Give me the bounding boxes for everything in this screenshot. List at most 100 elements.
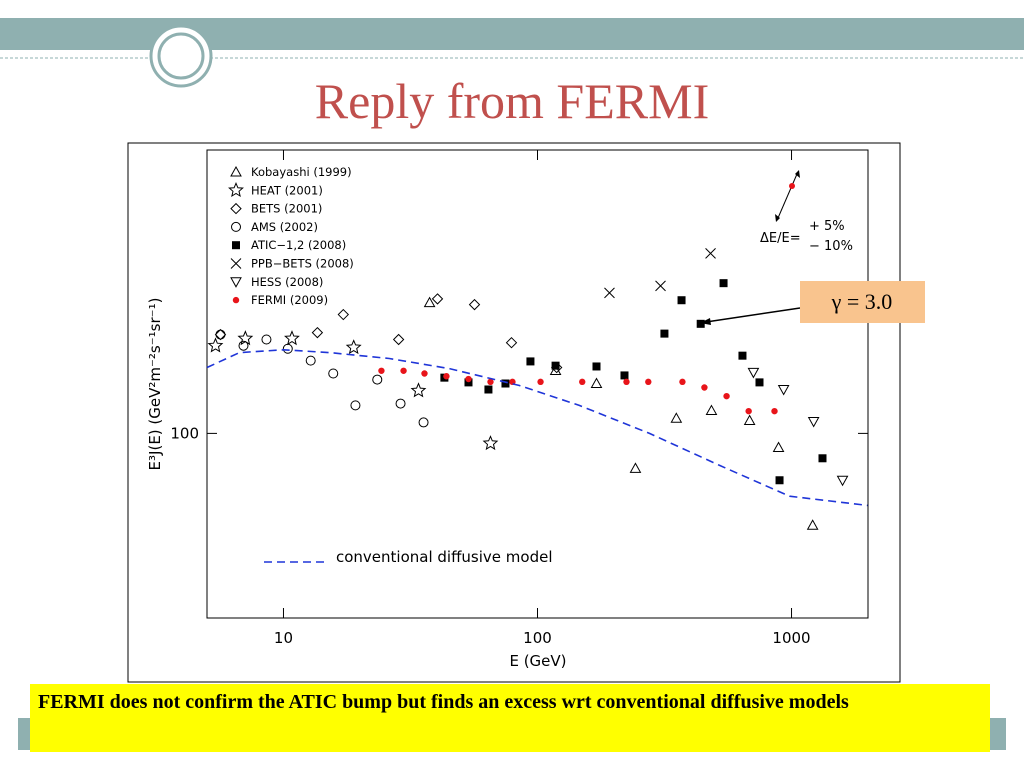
square-marker: [232, 241, 240, 250]
diamond-marker: [311, 326, 324, 339]
diamond-marker: [337, 308, 350, 321]
triangle-marker: [806, 519, 819, 530]
square-marker: [818, 454, 827, 463]
square-marker: [775, 476, 784, 485]
down-triangle-marker: [836, 475, 849, 487]
x-tick-label: 10: [274, 629, 293, 647]
resolution-minus: − 10%: [809, 239, 853, 254]
resolution-arrow: [777, 173, 798, 219]
dot-marker: [378, 367, 385, 374]
legend-label: BETS (2001): [251, 202, 322, 216]
cross-marker: [705, 248, 716, 259]
circle-marker: [238, 340, 249, 351]
circle-marker: [350, 400, 361, 411]
resolution-label: ΔE/E=: [760, 231, 801, 246]
diamond-marker: [431, 293, 444, 305]
circle-marker: [395, 398, 406, 409]
model-line: [206, 348, 868, 507]
circle-marker: [215, 329, 226, 340]
dot-marker: [487, 378, 494, 386]
resolution-arrowheads: [775, 170, 800, 222]
legend-label: PPB−BETS (2008): [251, 257, 354, 271]
square-marker: [551, 361, 560, 370]
square-marker: [755, 378, 764, 387]
y-axis-label: E³J(E) (GeV²m⁻²s⁻¹sr⁻¹): [146, 298, 164, 471]
circle-marker: [282, 343, 293, 354]
cross-marker: [655, 280, 666, 292]
dot-marker: [537, 378, 544, 386]
circle-marker: [418, 417, 429, 428]
diamond-marker: [505, 337, 518, 349]
circle-marker: [372, 374, 383, 385]
star-marker: [228, 182, 244, 198]
triangle-marker: [670, 412, 683, 423]
caption-box: [30, 684, 990, 752]
resolution-note: ΔE/E= + 5% − 10%: [760, 170, 853, 254]
triangle-marker: [772, 441, 785, 452]
square-marker: [660, 329, 669, 338]
dot-marker: [232, 296, 240, 304]
legend-label: conventional diffusive model: [336, 548, 553, 566]
dot-marker: [400, 367, 407, 374]
x-tick-label: 1000: [772, 629, 810, 647]
slide-title: Reply from FERMI: [315, 73, 709, 129]
legend-label: Kobayashi (1999): [251, 165, 352, 179]
callout-text: γ = 3.0: [831, 289, 893, 314]
triangle-marker: [423, 296, 436, 308]
down-triangle-marker: [230, 277, 242, 288]
triangle-marker: [629, 462, 642, 473]
star-marker: [207, 337, 224, 353]
square-marker: [719, 279, 728, 288]
triangle-marker: [705, 404, 718, 416]
down-triangle-marker: [747, 367, 760, 379]
star-marker: [345, 339, 362, 355]
square-marker: [677, 296, 686, 305]
triangle-marker: [549, 364, 562, 376]
y-tick-label: 100: [170, 424, 199, 442]
star-marker: [482, 435, 499, 451]
triangle-marker: [230, 165, 242, 177]
square-marker: [526, 357, 535, 366]
diamond-marker: [468, 298, 481, 311]
chart-frame: [127, 142, 901, 683]
dot-marker: [579, 378, 586, 386]
legend-label: HEAT (2001): [251, 183, 323, 197]
cross-marker: [604, 287, 615, 299]
footer-band-left: [18, 718, 30, 750]
legend-label: AMS (2002): [251, 220, 318, 234]
dot-marker: [723, 392, 730, 400]
dot-marker: [465, 375, 472, 383]
circle-marker: [231, 221, 241, 232]
dot-marker: [701, 384, 708, 391]
resolution-plus: + 5%: [809, 219, 845, 234]
star-marker: [284, 330, 300, 346]
square-marker: [738, 351, 747, 360]
footer-band-right: [990, 718, 1006, 750]
square-marker: [501, 379, 510, 388]
dot-marker: [421, 370, 428, 377]
caption: FERMI does not confirm the ATIC bump but…: [38, 691, 849, 713]
legend-label: HESS (2008): [251, 275, 323, 289]
star-marker: [410, 382, 427, 398]
triangle-marker: [590, 377, 603, 389]
down-triangle-marker: [777, 384, 790, 396]
circle-marker: [261, 334, 272, 345]
dot-marker: [443, 373, 450, 380]
legend-label: FERMI (2009): [251, 293, 328, 307]
square-marker: [696, 319, 705, 328]
dot-marker: [679, 378, 686, 386]
dot-marker: [745, 407, 752, 415]
diamond-marker: [230, 202, 242, 215]
x-axis-label: E (GeV): [509, 652, 566, 670]
circle-marker: [305, 355, 316, 366]
square-marker: [484, 385, 493, 394]
caption-holder: FERMI does not confirm the ATIC bump but…: [38, 691, 849, 713]
callout-box: [800, 281, 925, 323]
square-marker: [620, 371, 629, 380]
legend-label: ATIC−1,2 (2008): [251, 238, 346, 252]
square-marker: [592, 362, 601, 371]
cross-marker: [230, 258, 242, 269]
x-tick-label: 100: [523, 629, 552, 647]
